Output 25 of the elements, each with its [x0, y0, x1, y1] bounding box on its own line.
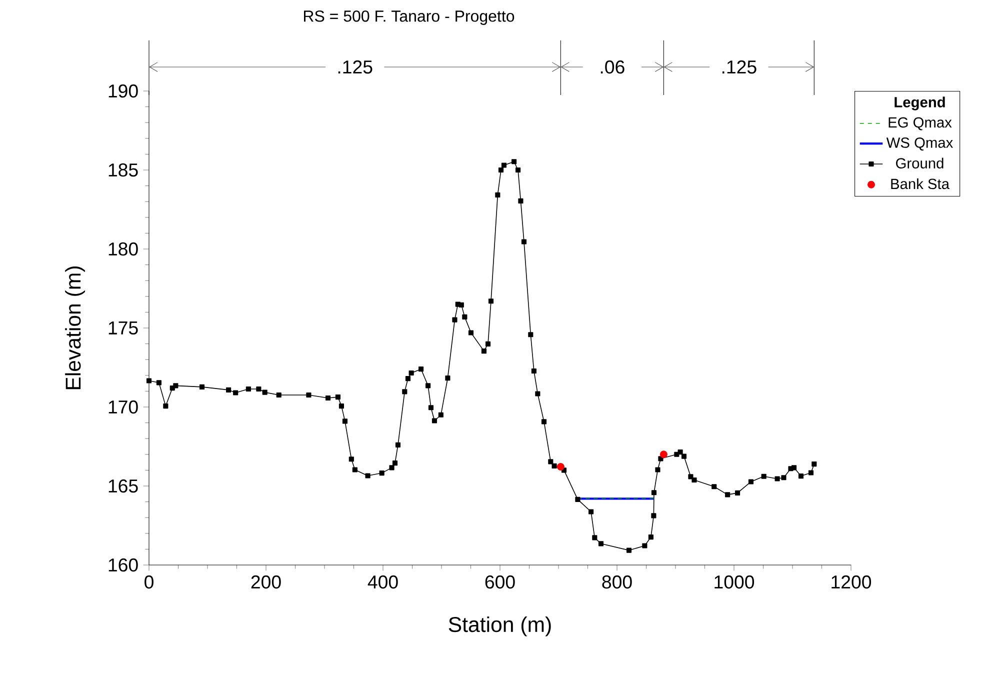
y-tick-label: 190 [108, 84, 138, 98]
legend-title: Legend [894, 96, 945, 110]
x-tick-label: 1000 [714, 575, 754, 589]
legend-label: Ground [896, 158, 944, 168]
x-tick-label: 600 [485, 575, 515, 589]
text: .125 [338, 60, 372, 74]
legend-label: Bank Sta [891, 178, 950, 190]
x-axis-title: Station (m) [448, 616, 551, 636]
legend-label: EG Qmax [888, 117, 952, 130]
x-tick-label: 200 [251, 575, 281, 589]
legend-label: WS Qmax [886, 137, 953, 150]
x-tick-label: 1200 [832, 575, 872, 589]
y-tick-label: 170 [108, 400, 138, 414]
y-tick-label: 160 [108, 558, 138, 572]
y-axis-title: Elevation (m) [65, 266, 85, 390]
x-tick-label: 400 [368, 575, 398, 589]
y-tick-label: 180 [108, 242, 138, 256]
x-tick-label: 800 [602, 575, 632, 589]
chart-title: RS = 500 F. Tanaro - Progetto [304, 10, 514, 25]
y-tick-label: 175 [108, 321, 138, 335]
text: .06 [600, 60, 624, 74]
y-tick-label: 185 [108, 163, 138, 177]
text: .125 [722, 60, 756, 74]
y-tick-label: 165 [108, 479, 138, 493]
x-tick-label: 0 [144, 575, 154, 589]
